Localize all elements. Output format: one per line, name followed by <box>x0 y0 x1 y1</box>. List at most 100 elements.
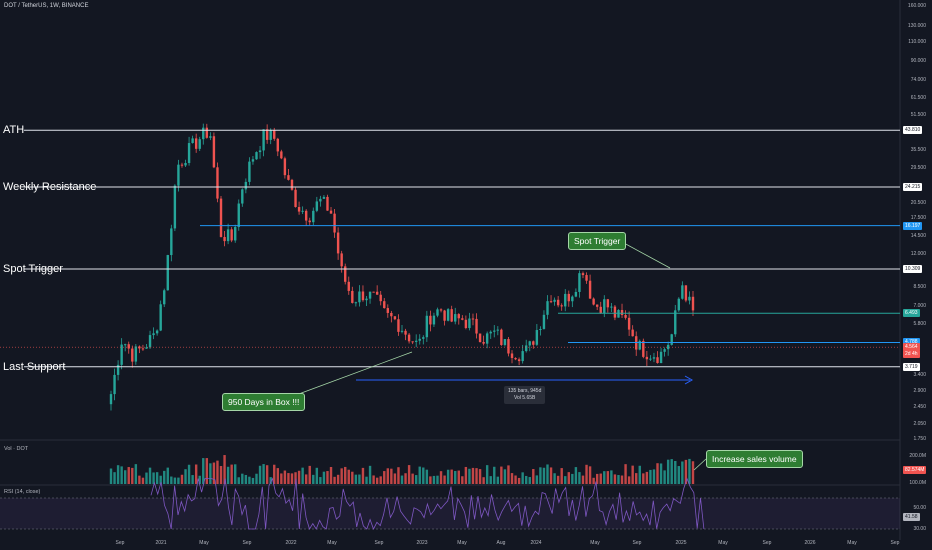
candle-body <box>567 293 570 302</box>
candle-body <box>471 318 475 320</box>
volume-bar <box>354 474 358 484</box>
time-tick: Sep <box>115 540 125 546</box>
line-price-badge: 4.788 <box>903 338 920 347</box>
time-tick: 2021 <box>155 540 167 546</box>
level-label[interactable]: Last Support <box>3 360 66 373</box>
candle-body <box>248 161 251 182</box>
candle-body <box>368 291 372 299</box>
volume-bar <box>642 473 645 484</box>
box-duration-callout[interactable]: 950 Days in Box !!! <box>222 393 306 411</box>
candle-body <box>301 210 304 212</box>
candle-body <box>404 330 407 335</box>
candle-body <box>347 281 350 291</box>
volume-bar <box>681 461 684 484</box>
volume-bar <box>649 469 652 484</box>
price-tick: 3.400 <box>913 372 926 379</box>
candle-body <box>141 348 145 350</box>
volume-bar <box>120 466 123 484</box>
volume-bar <box>468 468 471 484</box>
candle-body <box>212 136 216 168</box>
volume-bar <box>109 468 113 484</box>
candle-body <box>283 158 287 176</box>
rsi-badge: 41.58 <box>903 513 920 521</box>
candle-body <box>525 345 528 352</box>
candle-body <box>446 309 450 321</box>
volume-bar <box>304 474 308 484</box>
volume-bar <box>659 463 663 484</box>
volume-bar <box>244 474 248 484</box>
volume-bar <box>617 475 620 484</box>
volume-bar <box>578 472 581 484</box>
volume-bar <box>319 477 322 484</box>
candle-body <box>457 314 460 319</box>
time-tick: 2024 <box>530 540 542 546</box>
volume-bar <box>148 467 152 484</box>
volume-tick-100m: 100.0M <box>909 480 926 486</box>
candle-body <box>649 358 652 360</box>
volume-bar <box>645 471 649 484</box>
volume-bar <box>461 476 464 484</box>
price-tick: 35.500 <box>910 147 926 154</box>
volume-bar <box>269 477 272 484</box>
candle-body <box>510 353 514 359</box>
volume-bar <box>127 467 130 484</box>
level-label[interactable]: Spot Trigger <box>3 262 63 275</box>
time-tick: 2023 <box>416 540 428 546</box>
volume-bar <box>443 475 446 484</box>
level-price-badge: 10.309 <box>903 264 923 273</box>
candle-body <box>148 335 152 348</box>
volume-bar <box>230 464 233 484</box>
volume-bar <box>581 475 585 484</box>
volume-bar <box>368 465 372 484</box>
candle-body <box>422 337 425 339</box>
time-tick: May <box>327 540 337 546</box>
volume-bar <box>198 475 201 484</box>
candle-body <box>241 189 244 204</box>
candle-body <box>290 179 294 190</box>
volume-bar <box>258 465 262 484</box>
candle-body <box>642 340 645 357</box>
volume-bar <box>216 460 219 484</box>
volume-bar <box>517 477 521 484</box>
spot-trigger-callout[interactable]: Spot Trigger <box>568 232 627 250</box>
candle-body <box>312 210 315 223</box>
candle-body <box>645 356 649 360</box>
volume-bar <box>411 473 414 484</box>
volume-bar <box>241 473 244 484</box>
rsi-tick-50: 50.00 <box>913 505 926 511</box>
level-label[interactable]: ATH <box>3 124 25 137</box>
candle-body <box>400 330 404 332</box>
candle-body <box>170 228 173 256</box>
candle-body <box>595 304 599 307</box>
volume-bar <box>574 467 578 484</box>
candle-body <box>688 296 691 301</box>
level-label[interactable]: Weekly Resistance <box>3 181 97 194</box>
volume-bar <box>404 473 407 484</box>
candle-body <box>674 310 677 335</box>
time-tick: May <box>457 540 467 546</box>
candle-body <box>333 213 336 233</box>
rsi-pane-label[interactable]: RSI (14, close) <box>4 489 41 495</box>
volume-bar <box>336 474 340 484</box>
volume-bar <box>688 458 691 484</box>
line-price-badge: 16.197 <box>903 221 923 230</box>
volume-bar <box>315 467 319 484</box>
symbol-title[interactable]: DOT / TetherUS, 1W, BINANCE <box>4 3 89 9</box>
candle-body <box>556 299 560 306</box>
volume-bar <box>638 465 641 484</box>
time-tick: Sep <box>762 540 772 546</box>
measure-arrowhead <box>684 375 694 385</box>
candle-body <box>219 198 223 237</box>
sales-volume-callout[interactable]: Increase sales volume <box>706 450 803 468</box>
price-tick: 8.500 <box>913 284 926 291</box>
candle-body <box>542 314 546 329</box>
candle-body <box>269 130 272 140</box>
candle-body <box>450 309 453 322</box>
volume-bar <box>248 476 251 484</box>
volume-pane-label[interactable]: Vol · DOT <box>4 446 29 452</box>
volume-bar <box>333 476 336 484</box>
level-price-badge: 3.719 <box>903 362 920 371</box>
volume-bar <box>439 471 443 484</box>
